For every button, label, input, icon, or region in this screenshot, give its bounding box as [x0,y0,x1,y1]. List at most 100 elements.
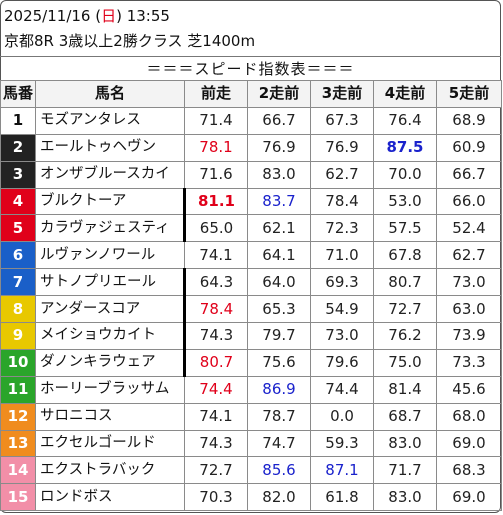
table-row: 8 アンダースコア 78.4 65.3 54.9 72.7 63.0 [0,295,502,324]
table-header-row: 馬番 馬名 前走 2走前 3走前 4走前 5走前 [0,80,502,108]
speed-index-cell: 76.4 [373,106,437,135]
speed-index-cell: 73.3 [436,348,502,377]
table-row: 4 ブルクトーア 81.1 83.7 78.4 53.0 66.0 [0,187,502,216]
speed-index-cell: 63.0 [436,295,502,324]
table-row: 12 サロニコス 74.1 78.7 0.0 68.7 68.0 [0,402,502,431]
col-header-last: 前走 [184,80,248,108]
speed-index-cell: 71.6 [184,160,248,189]
speed-index-cell: 78.7 [247,402,311,431]
table-row: 2 エールトゥヘヴン 78.1 76.9 76.9 87.5 60.9 [0,133,502,162]
speed-index-cell: 65.0 [184,214,248,243]
speed-index-cell: 71.4 [184,106,248,135]
col-header-4back: 4走前 [373,80,437,108]
table-row: 9 メイショウカイト 74.3 79.7 73.0 76.2 73.9 [0,322,502,350]
speed-index-cell: 70.3 [184,483,248,512]
speed-index-cell: 64.0 [247,268,311,297]
speed-index-cell: 73.0 [436,268,502,297]
speed-index-cell: 68.7 [373,402,437,431]
table-caption: ＝＝＝スピード指数表＝＝＝ [0,56,501,81]
speed-index-cell: 0.0 [310,402,374,431]
speed-index-cell: 59.3 [310,429,374,458]
col-header-name: 馬名 [35,80,185,108]
speed-index-cell: 74.4 [184,375,248,404]
speed-index-cell: 79.7 [247,322,311,350]
horse-name: サロニコス [35,402,185,431]
horse-name: モズアンタレス [35,106,185,135]
speed-index-cell: 73.9 [436,322,502,350]
horse-number: 9 [0,322,36,350]
horse-name: ルヴァンノワール [35,241,185,270]
col-header-3back: 3走前 [310,80,374,108]
table-row: 10 ダノンキラウェア 80.7 75.6 79.6 75.0 73.3 [0,348,502,377]
speed-index-table: 馬番 馬名 前走 2走前 3走前 4走前 5走前 1 モズアンタレス 71.4 66.… [0,80,502,512]
horse-name: カラヴァジェスティ [35,214,186,243]
speed-index-cell: 82.0 [247,483,311,512]
speed-index-cell: 62.7 [310,160,374,189]
horse-number: 12 [0,402,36,431]
horse-number: 3 [0,160,36,189]
speed-index-cell: 71.7 [373,456,437,485]
horse-number: 2 [0,133,36,162]
speed-index-cell: 52.4 [436,214,502,243]
speed-index-cell: 81.1 [184,187,248,216]
speed-index-cell: 74.1 [184,241,248,270]
speed-index-cell: 87.1 [310,456,374,485]
speed-index-cell: 68.3 [436,456,502,485]
speed-index-cell: 75.0 [373,348,437,377]
table-row: 15 ロンドボス 70.3 82.0 61.8 83.0 69.0 [0,483,502,512]
speed-index-cell: 83.0 [373,429,437,458]
col-header-2back: 2走前 [247,80,311,108]
horse-number: 6 [0,241,36,270]
speed-index-cell: 74.3 [184,322,248,350]
speed-index-cell: 69.0 [436,483,502,512]
race-info: 京都8R 3歳以上2勝クラス 芝1400m [4,32,256,50]
speed-index-cell: 64.1 [247,241,311,270]
horse-name: ブルクトーア [35,187,186,216]
speed-index-cell: 53.0 [373,187,437,216]
speed-index-cell: 64.3 [184,268,248,297]
table-row: 5 カラヴァジェスティ 65.0 62.1 72.3 57.5 52.4 [0,214,502,243]
horse-number: 14 [0,456,36,485]
horse-name: エクストラバック [35,456,185,485]
speed-index-cell: 69.0 [436,429,502,458]
speed-index-cell: 76.9 [310,133,374,162]
horse-name: アンダースコア [35,295,186,324]
horse-name: エールトゥヘヴン [35,133,185,162]
horse-number: 13 [0,429,36,458]
horse-name: ダノンキラウェア [35,348,186,377]
table-row: 7 サトノプリエール 64.3 64.0 69.3 80.7 73.0 [0,268,502,297]
speed-index-cell: 61.8 [310,483,374,512]
date-prefix: 2025/11/16 ( [4,7,102,25]
speed-index-cell: 72.3 [310,214,374,243]
table-row: 3 オンザブルースカイ 71.6 83.0 62.7 70.0 66.7 [0,160,502,189]
table-row: 11 ホーリーブラッサム 74.4 86.9 74.4 81.4 45.6 [0,375,502,404]
speed-index-cell: 70.0 [373,160,437,189]
speed-index-cell: 69.3 [310,268,374,297]
horse-number: 11 [0,375,36,404]
table-row: 13 エクセルゴールド 74.3 74.7 59.3 83.0 69.0 [0,429,502,458]
speed-index-cell: 80.7 [184,348,248,377]
speed-index-cell: 80.7 [373,268,437,297]
speed-index-cell: 72.7 [184,456,248,485]
speed-index-cell: 78.4 [310,187,374,216]
speed-index-cell: 86.9 [247,375,311,404]
horse-number: 5 [0,214,36,243]
horse-name: ロンドボス [35,483,185,512]
speed-index-cell: 83.0 [373,483,437,512]
horse-name: サトノプリエール [35,268,186,297]
speed-index-cell: 87.5 [373,133,437,162]
horse-name: ホーリーブラッサム [35,375,185,404]
horse-number: 10 [0,348,36,377]
horse-number: 8 [0,295,36,324]
table-row: 14 エクストラバック 72.7 85.6 87.1 71.7 68.3 [0,456,502,485]
speed-index-cell: 83.0 [247,160,311,189]
speed-index-cell: 78.1 [184,133,248,162]
speed-index-cell: 67.3 [310,106,374,135]
table-row: 6 ルヴァンノワール 74.1 64.1 71.0 67.8 62.7 [0,241,502,270]
speed-index-cell: 76.2 [373,322,437,350]
speed-index-cell: 78.4 [184,295,248,324]
speed-index-cell: 67.8 [373,241,437,270]
speed-index-cell: 74.4 [310,375,374,404]
speed-index-cell: 71.0 [310,241,374,270]
horse-number: 15 [0,483,36,512]
